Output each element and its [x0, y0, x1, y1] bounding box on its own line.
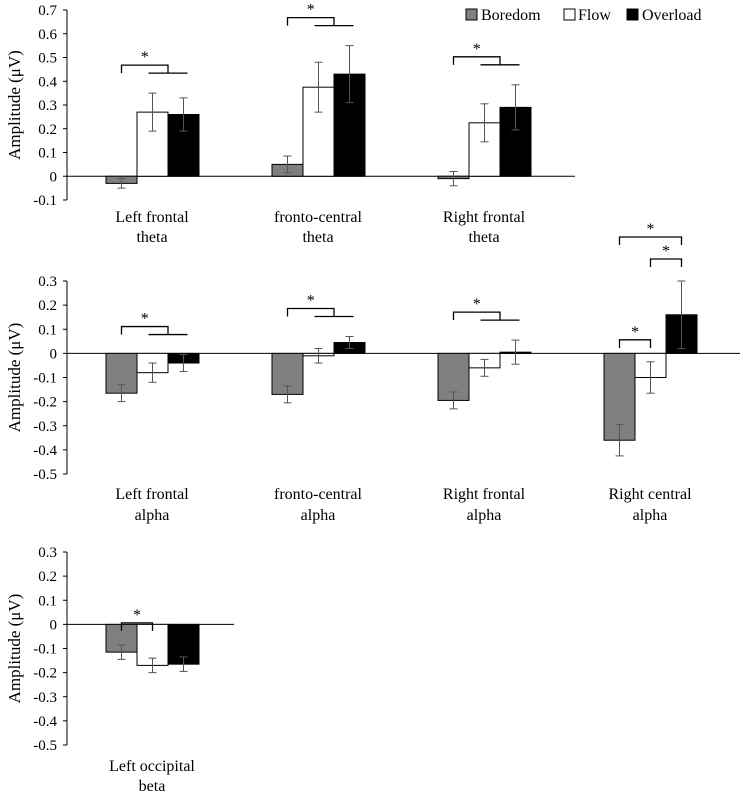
y-tick-label: 0.6 — [38, 27, 57, 43]
y-tick-label: 0.2 — [38, 122, 57, 138]
chart-panel-beta: -0.5 -0.4 -0.3 -0.2 -0.1 0 0.1 0.2 0.3 Amplitude … — [5, 545, 234, 795]
significance-bracket — [452, 311, 520, 321]
significance-star: * — [141, 311, 149, 328]
y-tick-label: -0.4 — [33, 714, 57, 730]
y-tick-label: -0.1 — [33, 371, 57, 387]
y-tick-label: -0.3 — [33, 419, 57, 435]
y-tick-label: -0.1 — [33, 642, 57, 658]
y-tick-label: 0.3 — [38, 98, 57, 114]
legend-label-overload: Overload — [642, 7, 702, 24]
y-axis-label: Amplitude (μV) — [5, 594, 24, 704]
y-tick-label: 0.1 — [38, 146, 57, 162]
significance-star: * — [647, 221, 655, 238]
y-tick-label: 0.3 — [38, 545, 57, 561]
legend-label-flow: Flow — [578, 7, 611, 24]
legend-swatch-overload — [626, 8, 639, 21]
y-tick-label: -0.2 — [33, 395, 57, 411]
y-tick-label: 0.1 — [38, 322, 57, 338]
significance-star: * — [133, 607, 141, 624]
category-label: alpha — [301, 507, 336, 524]
significance-star: * — [307, 292, 315, 309]
significance-star: * — [662, 243, 670, 260]
significance-star: * — [307, 2, 315, 19]
category-label: Right frontal — [443, 486, 526, 503]
category-label: theta — [468, 229, 499, 246]
significance-bracket — [286, 307, 354, 318]
significance-bracket — [618, 236, 683, 245]
category-label: alpha — [633, 507, 668, 524]
y-tick-label: 0.7 — [38, 3, 57, 19]
y-tick-label: 0.2 — [38, 569, 57, 585]
category-label: beta — [139, 778, 166, 795]
category-label: Left occipital — [109, 758, 195, 775]
significance-bracket — [286, 16, 354, 27]
category-label: theta — [136, 229, 167, 246]
category-label: Left frontal — [115, 209, 189, 226]
significance-star: * — [473, 296, 481, 313]
y-tick-label: 0.5 — [38, 51, 57, 67]
category-label: Left frontal — [115, 486, 189, 503]
significance-bracket — [649, 258, 683, 267]
category-label: fronto-central — [274, 486, 363, 503]
legend-swatch-flow — [563, 8, 576, 21]
y-tick-label: -0.2 — [33, 666, 57, 682]
category-label: alpha — [467, 507, 502, 524]
y-tick-label: 0 — [50, 346, 58, 362]
y-tick-label: -0.3 — [33, 690, 57, 706]
significance-star: * — [473, 41, 481, 58]
chart-panel-theta: -0.1 0 0.1 0.2 0.3 0.4 0.5 0.6 0.7 Amplitude (μV)… — [5, 2, 575, 246]
y-tick-label: 0.1 — [38, 593, 57, 609]
legend-swatch-boredom — [465, 8, 478, 21]
legend-label-boredom: Boredom — [481, 7, 541, 24]
legend: Boredom Flow Overload — [465, 7, 702, 24]
y-tick-label: -0.4 — [33, 443, 57, 459]
y-tick-label: 0.2 — [38, 298, 57, 314]
y-axis-label: Amplitude (μV) — [5, 323, 24, 433]
y-tick-label: 0.4 — [38, 74, 57, 90]
significance-bracket — [120, 325, 188, 336]
significance-bracket — [618, 339, 652, 348]
significance-bracket — [120, 622, 154, 631]
y-tick-label: 0.3 — [38, 274, 57, 290]
category-label: theta — [302, 229, 333, 246]
y-tick-label: -0.5 — [33, 467, 57, 483]
significance-star: * — [631, 324, 639, 341]
category-label: Right central — [608, 486, 692, 503]
y-tick-label: -0.1 — [33, 193, 57, 209]
category-label: fronto-central — [274, 209, 363, 226]
chart-panel-alpha: -0.5 -0.4 -0.3 -0.2 -0.1 0 0.1 0.2 0.3 Amplitude … — [5, 221, 740, 524]
significance-star: * — [141, 49, 149, 66]
y-axis-label: Amplitude (μV) — [5, 50, 24, 160]
y-tick-label: 0 — [50, 169, 58, 185]
significance-bracket — [120, 64, 188, 74]
category-label: alpha — [135, 507, 170, 524]
significance-bracket — [452, 56, 520, 66]
y-tick-label: -0.5 — [33, 738, 57, 754]
category-label: Right frontal — [443, 209, 526, 226]
y-tick-label: 0 — [50, 617, 58, 633]
